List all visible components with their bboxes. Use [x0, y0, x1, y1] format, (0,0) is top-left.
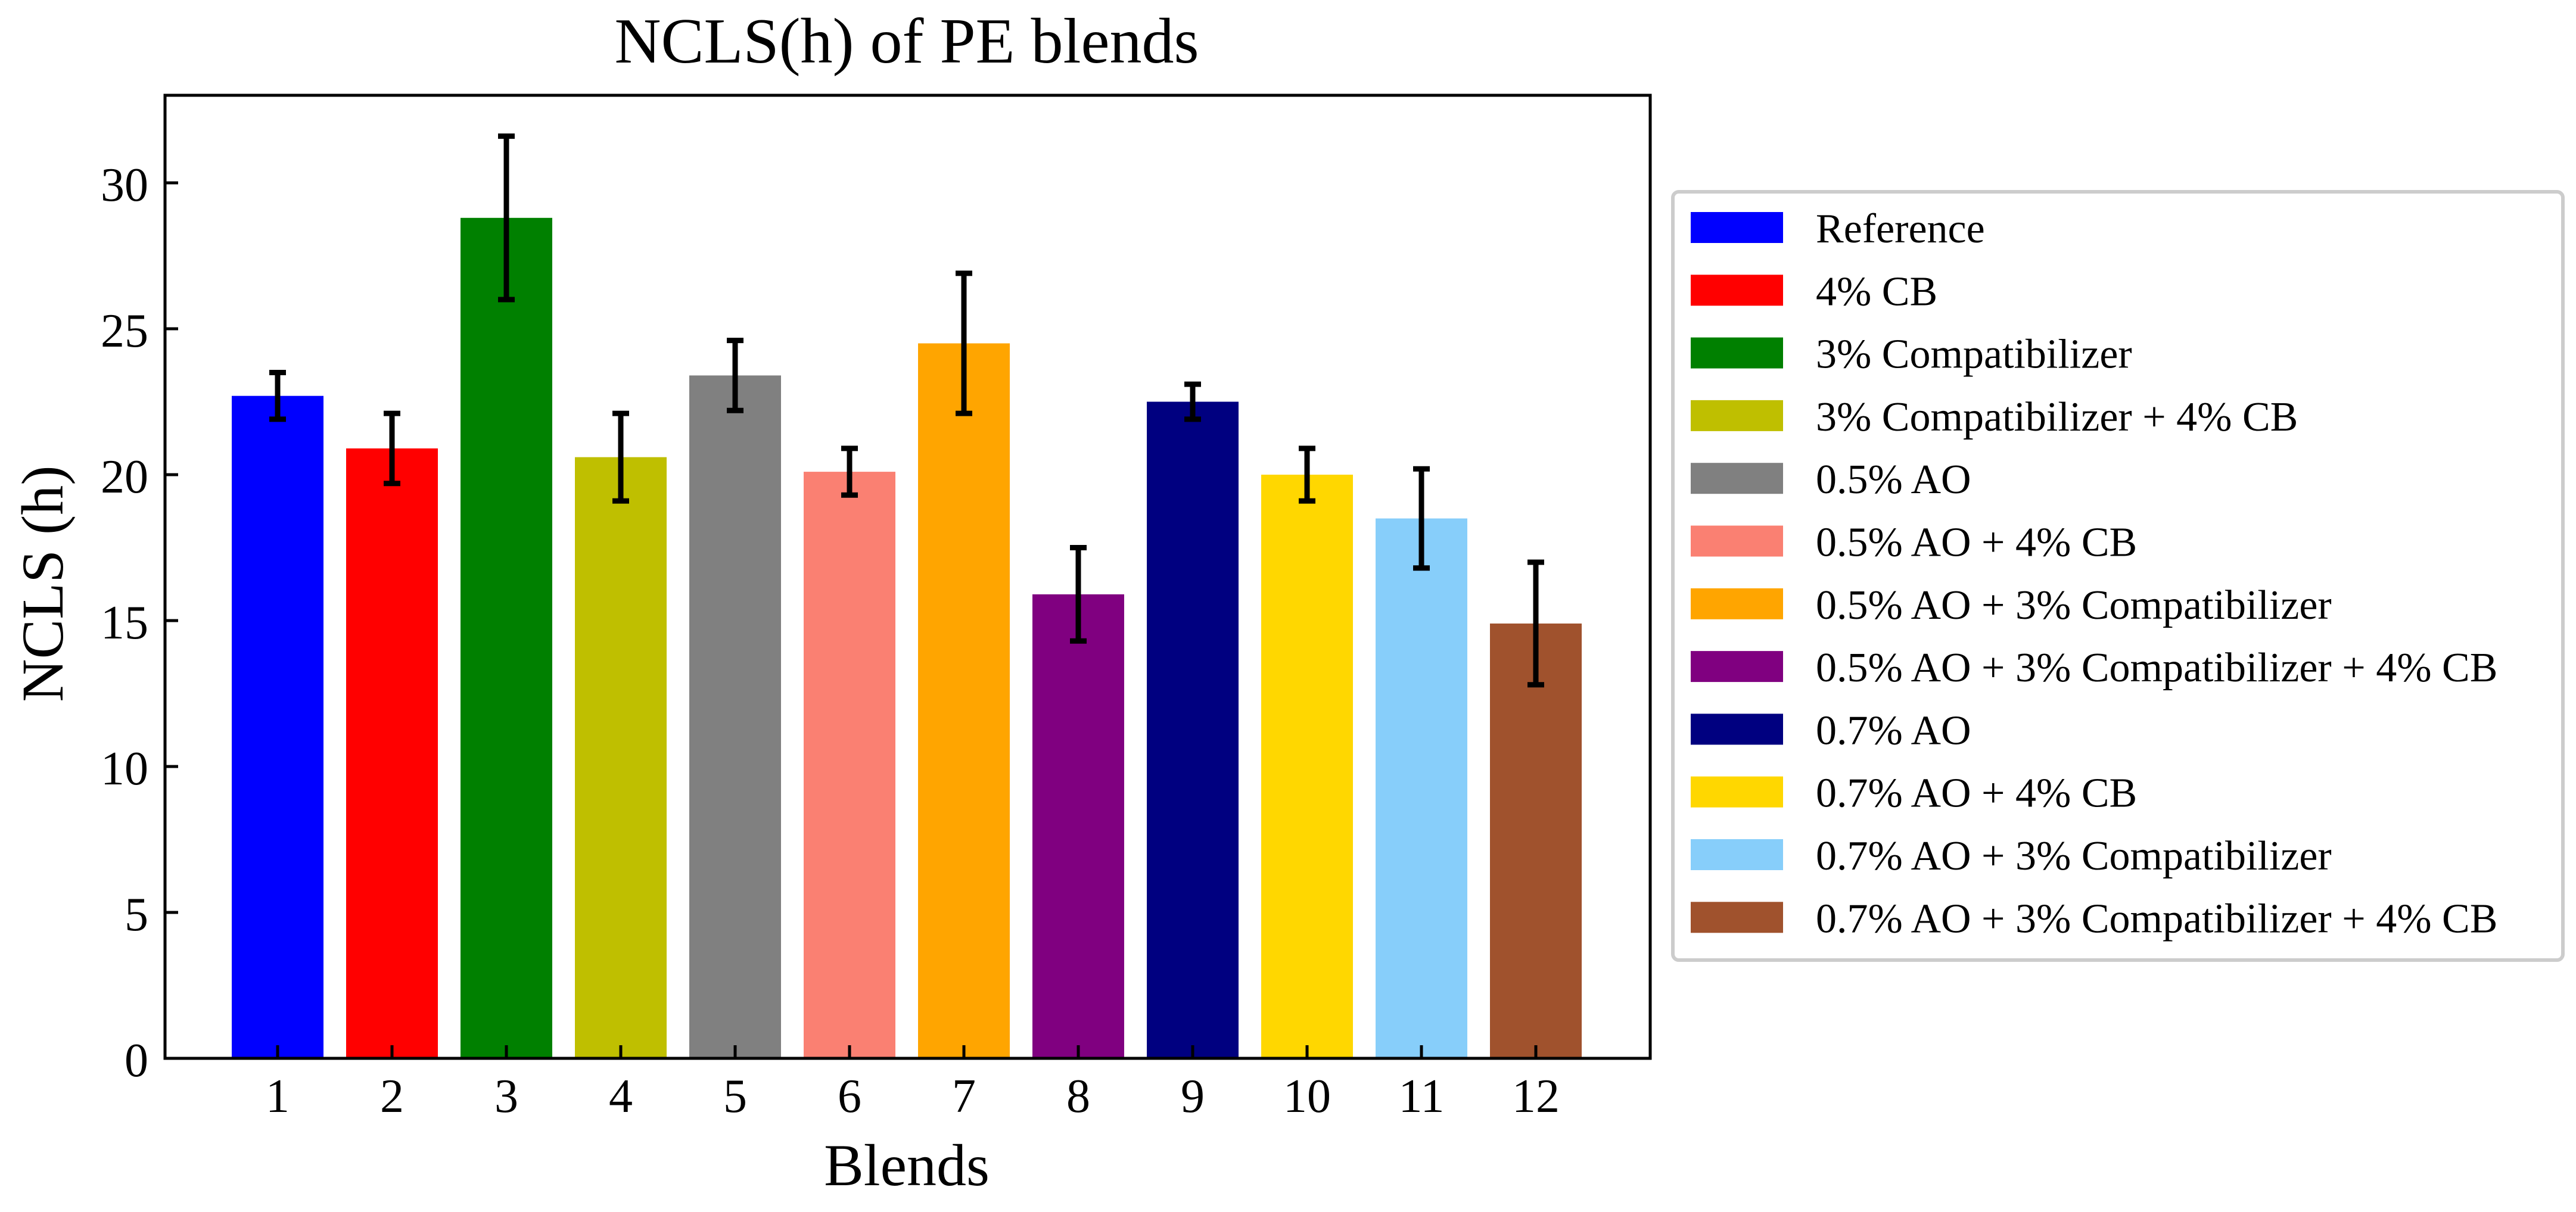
bar-12 — [1490, 623, 1582, 1058]
legend-swatch-11 — [1691, 839, 1783, 870]
x-tick-label: 3 — [494, 1070, 518, 1123]
legend-label-12: 0.7% AO + 3% Compatibilizer + 4% CB — [1816, 896, 2497, 942]
legend-swatch-3 — [1691, 337, 1783, 369]
legend-swatch-1 — [1691, 212, 1783, 243]
bar-4 — [575, 457, 667, 1058]
x-tick-label: 10 — [1283, 1070, 1331, 1123]
plot-frame — [163, 94, 1652, 1060]
bar-11 — [1376, 518, 1467, 1058]
legend-swatch-12 — [1691, 902, 1783, 933]
legend-box — [1671, 190, 2565, 962]
y-tick-label: 30 — [101, 159, 148, 211]
x-tick-label: 8 — [1066, 1070, 1090, 1123]
x-tick-label: 5 — [723, 1070, 747, 1123]
x-tick-label: 1 — [266, 1070, 290, 1123]
legend-swatch-8 — [1691, 651, 1783, 683]
legend-label-3: 3% Compatibilizer — [1816, 332, 2132, 378]
bar-9 — [1147, 401, 1239, 1058]
x-tick-label: 11 — [1398, 1070, 1444, 1123]
legend-swatch-4 — [1691, 400, 1783, 431]
bar-8 — [1032, 594, 1124, 1058]
x-axis-label: Blends — [824, 1132, 990, 1198]
y-tick-label: 15 — [101, 597, 148, 649]
y-tick-label: 10 — [101, 743, 148, 795]
legend-label-7: 0.5% AO + 3% Compatibilizer — [1816, 582, 2332, 628]
legend-label-2: 4% CB — [1816, 269, 1937, 314]
x-tick-label: 12 — [1512, 1070, 1560, 1123]
legend-label-6: 0.5% AO + 4% CB — [1816, 520, 2137, 566]
bar-5 — [689, 375, 781, 1058]
legend-label-10: 0.7% AO + 4% CB — [1816, 771, 2137, 817]
error-bar-5 — [727, 338, 743, 413]
y-tick-label: 5 — [125, 889, 148, 941]
legend-swatch-2 — [1691, 275, 1783, 306]
legend-swatch-9 — [1691, 714, 1783, 745]
x-tick-label: 6 — [838, 1070, 861, 1123]
legend-label-11: 0.7% AO + 3% Compatibilizer — [1816, 833, 2332, 879]
legend-label-5: 0.5% AO — [1816, 457, 1971, 503]
error-bar-8 — [1070, 545, 1087, 644]
legend-label-9: 0.7% AO — [1816, 708, 1971, 753]
y-tick-label: 20 — [101, 451, 148, 503]
legend-swatch-7 — [1691, 588, 1783, 619]
y-tick-label: 0 — [125, 1035, 148, 1087]
x-tick-label: 7 — [952, 1070, 976, 1123]
bar-3 — [461, 217, 552, 1058]
x-tick-label: 9 — [1181, 1070, 1205, 1123]
error-bar-4 — [612, 410, 629, 504]
error-bar-12 — [1527, 559, 1544, 688]
legend: Reference 4% CB 3% Compatibilizer 3% Compat… — [1671, 190, 2565, 962]
legend-swatch-6 — [1691, 525, 1783, 557]
error-bar-3 — [498, 133, 515, 303]
bar-7 — [918, 343, 1010, 1058]
chart-title: NCLS(h) of PE blends — [615, 6, 1199, 77]
error-bar-7 — [956, 270, 972, 416]
error-bar-11 — [1413, 466, 1430, 571]
x-tick-label: 4 — [609, 1070, 633, 1123]
error-bar-1 — [269, 370, 286, 422]
bar-10 — [1261, 475, 1353, 1058]
x-tick-label: 2 — [380, 1070, 404, 1123]
legend-swatch-5 — [1691, 463, 1783, 494]
error-bar-2 — [384, 410, 400, 487]
legend-label-4: 3% Compatibilizer + 4% CB — [1816, 394, 2298, 440]
bar-6 — [804, 472, 895, 1058]
y-tick-label: 25 — [101, 305, 148, 357]
legend-label-1: Reference — [1816, 206, 1985, 252]
legend-swatch-10 — [1691, 776, 1783, 808]
error-bar-6 — [841, 445, 858, 498]
legend-label-8: 0.5% AO + 3% Compatibilizer + 4% CB — [1816, 645, 2497, 691]
bar-1 — [232, 395, 323, 1059]
error-bar-10 — [1299, 445, 1315, 504]
y-axis-label: NCLS (h) — [10, 465, 76, 702]
error-bar-9 — [1184, 381, 1201, 422]
bar-2 — [346, 448, 438, 1058]
